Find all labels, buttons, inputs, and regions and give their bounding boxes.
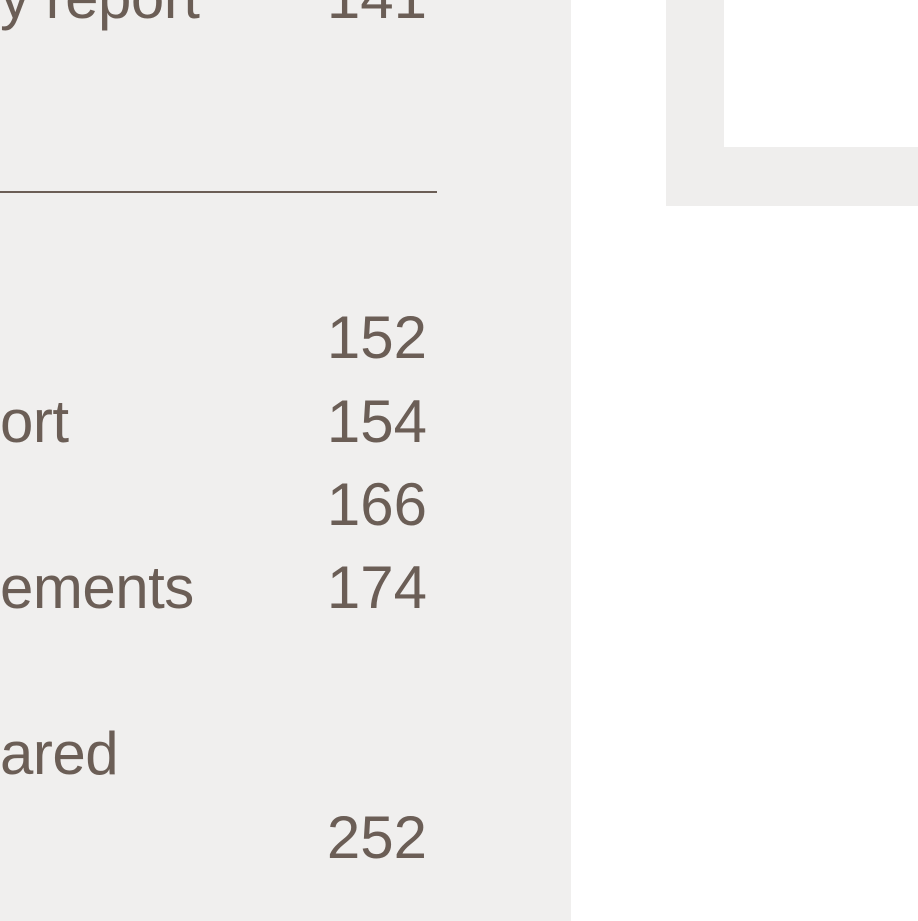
toc-entry-page: 252 [326, 804, 427, 871]
toc-entry-label: y report [0, 0, 200, 28]
toc-entry-page: 154 [326, 388, 427, 455]
toc-panel: y report 141 152 ort 154 166 ements 174 … [0, 0, 571, 921]
section-divider [0, 191, 437, 193]
corner-bracket-inner [724, 0, 918, 147]
toc-entry-page: 152 [326, 304, 427, 371]
toc-entry-page: 174 [326, 554, 427, 621]
toc-entry-page: 166 [326, 471, 427, 538]
toc-entry-label: ared [0, 720, 119, 787]
toc-entry-label: ort [0, 388, 69, 455]
toc-entry-page: 141 [327, 0, 427, 28]
toc-entry-label: ements [0, 554, 194, 621]
